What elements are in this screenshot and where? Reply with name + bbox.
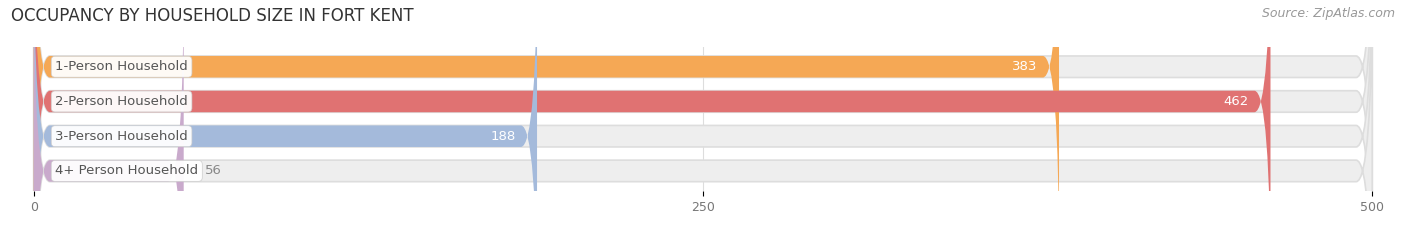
Text: OCCUPANCY BY HOUSEHOLD SIZE IN FORT KENT: OCCUPANCY BY HOUSEHOLD SIZE IN FORT KENT (11, 7, 413, 25)
Text: 383: 383 (1012, 60, 1038, 73)
FancyBboxPatch shape (34, 0, 1271, 233)
FancyBboxPatch shape (34, 0, 1059, 233)
FancyBboxPatch shape (34, 0, 1372, 233)
FancyBboxPatch shape (34, 0, 537, 233)
Text: 56: 56 (205, 164, 222, 177)
Text: 188: 188 (491, 130, 516, 143)
FancyBboxPatch shape (34, 0, 1372, 233)
FancyBboxPatch shape (34, 0, 184, 233)
Text: 1-Person Household: 1-Person Household (55, 60, 188, 73)
Text: 4+ Person Household: 4+ Person Household (55, 164, 198, 177)
FancyBboxPatch shape (34, 0, 1372, 233)
Text: Source: ZipAtlas.com: Source: ZipAtlas.com (1261, 7, 1395, 20)
Text: 3-Person Household: 3-Person Household (55, 130, 188, 143)
Text: 2-Person Household: 2-Person Household (55, 95, 188, 108)
Text: 462: 462 (1223, 95, 1249, 108)
FancyBboxPatch shape (34, 0, 1372, 233)
